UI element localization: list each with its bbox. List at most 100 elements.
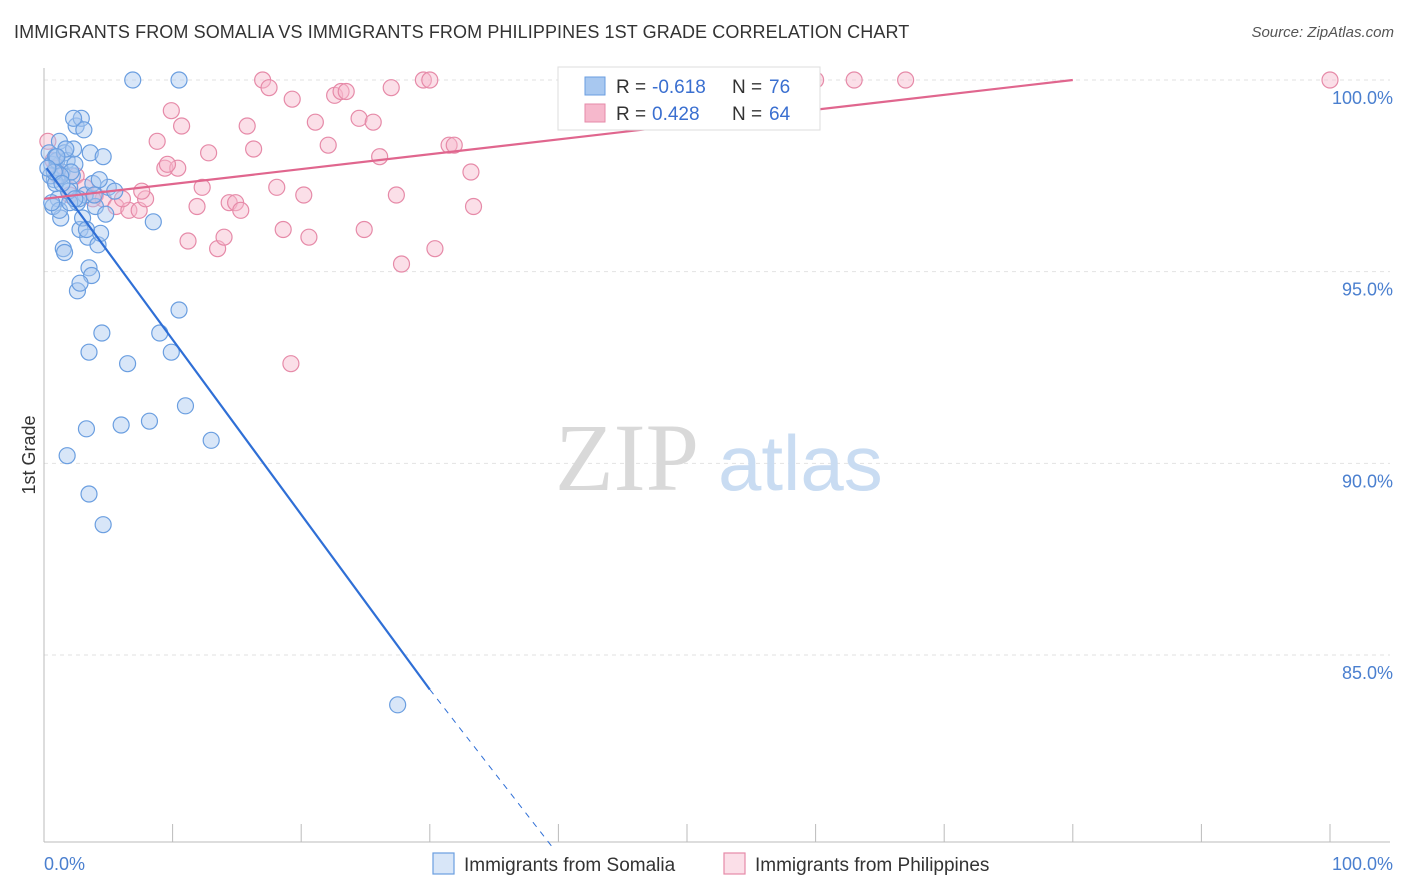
somalia-point (118, 355, 137, 373)
philippines-point (387, 186, 405, 204)
watermark-atlas: atlas (718, 419, 883, 507)
somalia-trend-extension (429, 689, 553, 847)
series-legend: Immigrants from Somalia Immigrants from P… (432, 852, 989, 876)
x-tick-label: 100.0% (1332, 854, 1393, 874)
legend-n-value: 76 (769, 77, 790, 98)
philippines-point (193, 178, 211, 196)
legend-r-label: R = (616, 104, 646, 125)
legend-n-value: 64 (769, 104, 791, 125)
somalia-point (170, 301, 188, 319)
somalia-point (94, 516, 112, 534)
somalia-point (97, 205, 115, 223)
somalia-point (55, 243, 74, 262)
philippines-point (238, 117, 256, 135)
somalia-point (71, 274, 89, 292)
trend-lines (43, 78, 1073, 847)
philippines-point (282, 355, 300, 373)
y-tick-label: 100.0% (1332, 88, 1393, 108)
somalia-point (140, 412, 159, 430)
philippines-point (332, 82, 350, 101)
legend-swatch (584, 103, 606, 123)
somalia-point (162, 343, 180, 361)
philippines-point (300, 228, 318, 246)
philippines-point (382, 79, 400, 97)
y-tick-label: 85.0% (1342, 663, 1393, 683)
philippines-point (337, 82, 355, 101)
data-points (39, 71, 1339, 714)
philippines-point (215, 228, 233, 246)
somalia-point (75, 121, 93, 139)
philippines-point (392, 255, 411, 273)
somalia-point (53, 174, 71, 193)
philippines-point (232, 201, 250, 219)
somalia-point (202, 431, 220, 449)
y-tick-labels: 100.0% 95.0% 90.0% 85.0% (1332, 88, 1393, 683)
philippines-point (173, 117, 191, 135)
somalia-point (80, 343, 98, 361)
philippines-point (1321, 71, 1339, 89)
somalia-point (77, 420, 96, 438)
axes (43, 68, 1390, 843)
watermark-zip: ZIP (555, 404, 699, 511)
x-tick-labels: 0.0% 100.0% (44, 854, 1393, 874)
legend-n-label: N = (732, 104, 762, 125)
philippines-point (445, 136, 463, 154)
series-legend-label: Immigrants from Philippines (755, 855, 989, 876)
legend-r-value: 0.428 (652, 104, 700, 125)
philippines-point (245, 140, 263, 158)
philippines-point (897, 71, 915, 89)
philippines-point (133, 182, 151, 200)
watermark: ZIP atlas (555, 404, 883, 511)
legend-n-label: N = (732, 77, 762, 98)
somalia-point (85, 186, 103, 204)
y-tick-label: 90.0% (1342, 471, 1393, 491)
philippines-point (260, 79, 278, 97)
philippines-point (306, 113, 324, 131)
philippines-point (414, 71, 432, 89)
philippines-point (179, 232, 197, 250)
philippines-point (426, 240, 444, 258)
gridlines (44, 79, 1390, 656)
philippines-point (162, 102, 180, 120)
philippines-point (440, 136, 458, 154)
correlation-legend: R = -0.618 N = 76 R = 0.428 N = 64 (557, 66, 821, 131)
somalia-point (58, 447, 76, 465)
philippines-point (283, 90, 301, 108)
somalia-point (62, 163, 80, 181)
legend-swatch (432, 852, 455, 875)
philippines-point (421, 71, 439, 89)
philippines-point (148, 132, 166, 150)
philippines-point (200, 144, 218, 162)
philippines-point (188, 197, 206, 216)
source-label: Source: ZipAtlas.com (1251, 24, 1394, 41)
somalia-point (94, 148, 112, 166)
legend-swatch (584, 76, 606, 96)
philippines-point (371, 148, 389, 166)
philippines-point (845, 71, 863, 89)
y-axis-label: 1st Grade (19, 415, 39, 494)
chart-title: IMMIGRANTS FROM SOMALIA VS IMMIGRANTS FR… (14, 22, 910, 42)
somalia-point (144, 213, 162, 231)
philippines-point (464, 197, 483, 216)
legend-swatch (723, 852, 746, 875)
philippines-point (364, 113, 382, 131)
y-tick-label: 95.0% (1342, 280, 1393, 300)
somalia-point (176, 397, 195, 415)
somalia-trend-line (45, 167, 431, 691)
series-legend-label: Immigrants from Somalia (464, 855, 676, 876)
somalia-point (112, 416, 130, 434)
somalia-point (81, 144, 99, 162)
somalia-point (48, 148, 66, 166)
philippines-point (169, 159, 187, 177)
philippines-point (350, 109, 368, 127)
x-tick-label: 0.0% (44, 854, 85, 874)
somalia-point (151, 324, 169, 342)
somalia-point (90, 171, 108, 189)
legend-r-value: -0.618 (652, 77, 706, 98)
philippines-point (462, 163, 480, 181)
philippines-point (268, 178, 286, 196)
philippines-point (274, 220, 292, 239)
somalia-point (93, 324, 111, 342)
philippines-trend-line (43, 78, 1073, 200)
